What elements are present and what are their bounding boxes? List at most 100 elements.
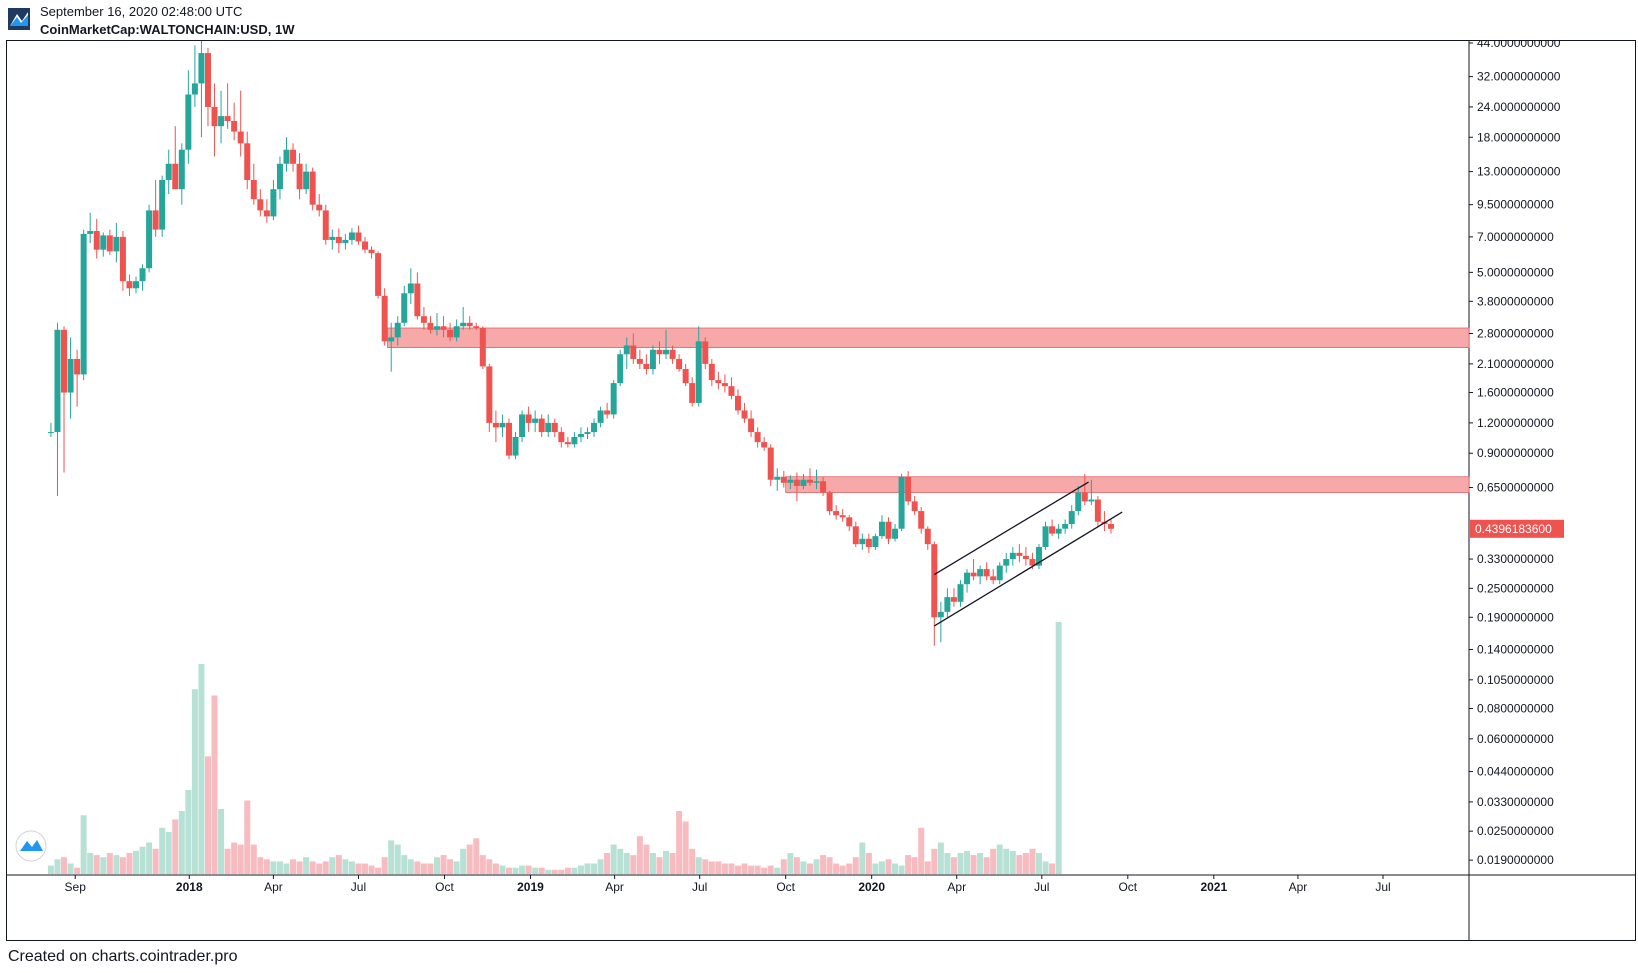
candle-body	[898, 476, 905, 529]
volume-bar	[702, 859, 709, 874]
time-tick-label: Apr	[1289, 880, 1308, 894]
candle-body	[859, 538, 866, 545]
volume-bar	[93, 855, 100, 874]
candle-body	[1107, 524, 1114, 529]
volume-bar	[577, 865, 584, 874]
volume-bar	[276, 861, 283, 874]
volume-bar	[1036, 853, 1042, 874]
candle-body	[106, 235, 113, 252]
candle-body	[924, 528, 931, 545]
volume-bar	[329, 857, 336, 874]
volume-bar	[512, 867, 519, 874]
volume-bar	[761, 867, 768, 874]
candle-body	[342, 239, 349, 244]
candle-body	[67, 358, 74, 393]
volume-bar	[434, 857, 440, 874]
candle-body	[329, 236, 336, 240]
candle-body	[551, 422, 558, 433]
candle-body	[47, 432, 54, 434]
candle-body	[806, 479, 813, 483]
volume-bar	[250, 844, 257, 874]
volume-bar	[106, 853, 113, 874]
price-tick-label: 0.6500000000	[1477, 481, 1554, 495]
volume-bar	[636, 836, 643, 874]
candle-body	[519, 414, 526, 437]
volume-bar	[309, 861, 316, 874]
volume-bar	[610, 844, 617, 874]
volume-bar	[283, 863, 290, 874]
volume-bar	[237, 844, 244, 874]
candle-body	[643, 363, 650, 370]
candle-body	[937, 611, 944, 618]
volume-bar	[335, 855, 342, 874]
candle-body	[630, 345, 637, 359]
candle-body	[695, 341, 702, 403]
volume-bar	[617, 848, 624, 874]
candle-body	[1036, 546, 1042, 566]
volume-bar	[964, 850, 971, 874]
candle-body	[473, 326, 480, 329]
candle-body	[617, 354, 624, 384]
price-tick-label: 0.9000000000	[1477, 446, 1554, 460]
candle-body	[375, 253, 382, 296]
price-tick-label: 1.6000000000	[1477, 386, 1554, 400]
chart-panel[interactable]: 44.0000000000 32.0000000000 24.0000000000 1…	[6, 40, 1636, 941]
candle-body	[362, 241, 369, 250]
candle-body	[918, 511, 925, 529]
candlestick-chart[interactable]: 44.0000000000 32.0000000000 24.0000000000 1…	[7, 41, 1635, 940]
channel-trendline-1	[933, 481, 1089, 576]
candle-body	[996, 565, 1003, 581]
volume-bar	[525, 865, 532, 874]
volume-bar	[172, 819, 179, 874]
volume-bar	[695, 857, 702, 874]
candle-body	[558, 432, 565, 443]
candle-body	[1009, 552, 1016, 560]
volume-bar	[878, 861, 885, 874]
candle-body	[800, 479, 807, 486]
candle-body	[1068, 511, 1075, 525]
volume-bar	[486, 859, 493, 874]
volume-bar	[224, 848, 231, 874]
candle-body	[656, 349, 663, 355]
candle-body	[833, 511, 840, 516]
candle-body	[231, 121, 238, 132]
time-tick-label: 2018	[176, 880, 203, 894]
volume-bar	[479, 855, 486, 874]
volume-bar	[623, 853, 630, 874]
resistance-zone-1	[387, 327, 1470, 349]
candle-body	[636, 358, 643, 364]
time-tick-label: Oct	[1118, 880, 1137, 894]
candle-body	[990, 576, 997, 581]
volume-bar	[558, 869, 565, 874]
volume-bar	[846, 863, 853, 874]
candle-body	[852, 526, 859, 545]
candle-body	[584, 432, 591, 434]
volume-bar	[263, 859, 270, 874]
volume-bar	[715, 861, 722, 874]
volume-bar	[316, 863, 323, 874]
volume-bar	[342, 859, 349, 874]
volume-bar	[898, 865, 905, 874]
volume-bar	[139, 846, 146, 874]
candle-body	[950, 597, 957, 602]
volume-bar	[983, 857, 990, 874]
volume-bar	[800, 861, 807, 874]
volume-bar	[401, 855, 408, 874]
chart-header: September 16, 2020 02:48:00 UTC CoinMark…	[0, 0, 1638, 38]
volume-bar	[911, 857, 918, 874]
candle-body	[813, 481, 820, 483]
volume-bar	[348, 861, 355, 874]
volume-bar	[447, 859, 454, 874]
candle-body	[159, 180, 166, 230]
candle-body	[126, 281, 133, 289]
footer-credit: Created on charts.cointrader.pro	[8, 948, 238, 965]
volume-bar	[87, 853, 94, 874]
candle-body	[787, 479, 794, 483]
candle-body	[466, 322, 473, 327]
candle-body	[322, 210, 329, 240]
volume-bar	[499, 865, 506, 874]
candle-body	[604, 410, 611, 415]
candle-body	[74, 358, 81, 375]
price-tick-label: 0.0800000000	[1477, 701, 1554, 715]
tradingview-logo-icon	[8, 8, 30, 30]
